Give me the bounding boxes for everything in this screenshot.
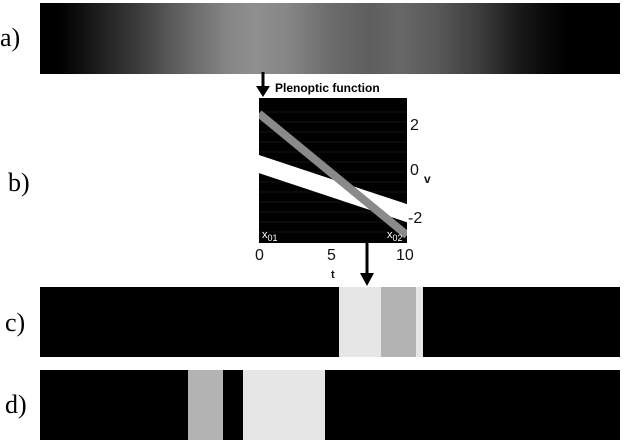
- x-tick-10: 10: [396, 247, 414, 264]
- strip-c-segment: [339, 287, 382, 357]
- x-axis-label: t: [331, 269, 335, 281]
- panel-label-d: d): [5, 390, 27, 419]
- input-intensity-strip: [40, 3, 620, 74]
- down-arrow-icon: [360, 243, 374, 286]
- x-tick-0: 0: [255, 247, 264, 264]
- y-tick-neg2: -2: [408, 210, 423, 227]
- down-arrow-icon: [256, 72, 270, 97]
- panel-label-b: b): [8, 168, 30, 197]
- output-strip-d: [40, 370, 620, 440]
- y-tick-0: 0: [410, 162, 419, 179]
- strip-d-segment: [187, 370, 223, 440]
- gray-line: [259, 110, 407, 239]
- panel-label-c: c): [5, 308, 26, 337]
- y-tick-2: 2: [410, 117, 419, 134]
- plenoptic-plot: x01 x02: [259, 98, 407, 243]
- corner-label-x02: x02: [387, 229, 403, 243]
- x-tick-5: 5: [327, 247, 336, 264]
- strip-c-segment: [415, 287, 423, 357]
- strip-d-segment: [243, 370, 326, 440]
- y-axis-label: v: [424, 172, 431, 186]
- panel-label-a: a): [0, 23, 21, 52]
- plot-caption: Plenoptic function: [275, 81, 380, 95]
- output-strip-c: [40, 287, 620, 357]
- corner-label-x01: x01: [262, 229, 278, 243]
- strip-c-segment: [381, 287, 416, 357]
